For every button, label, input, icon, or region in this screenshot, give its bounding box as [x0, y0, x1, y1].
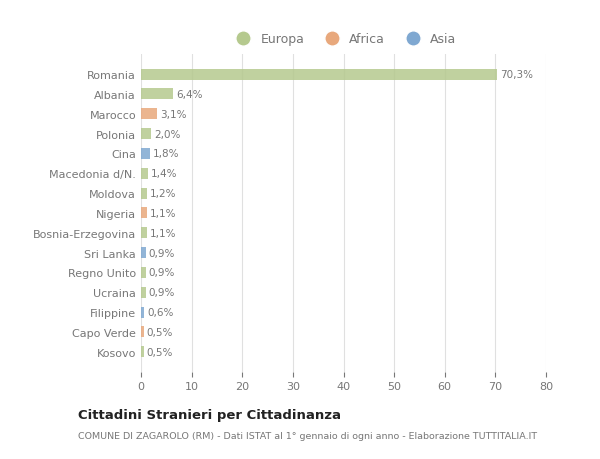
Text: 1,8%: 1,8% — [153, 149, 179, 159]
Text: Cittadini Stranieri per Cittadinanza: Cittadini Stranieri per Cittadinanza — [78, 408, 341, 421]
Bar — [141, 168, 148, 179]
Bar — [141, 89, 173, 100]
Bar — [141, 109, 157, 120]
Bar — [141, 347, 143, 358]
Text: 6,4%: 6,4% — [176, 90, 203, 100]
Bar — [141, 267, 146, 278]
Text: 0,6%: 0,6% — [147, 308, 173, 317]
Bar — [141, 287, 146, 298]
Bar — [141, 327, 143, 338]
Bar — [141, 69, 497, 80]
Text: 1,2%: 1,2% — [150, 189, 176, 199]
Bar — [141, 228, 146, 239]
Text: COMUNE DI ZAGAROLO (RM) - Dati ISTAT al 1° gennaio di ogni anno - Elaborazione T: COMUNE DI ZAGAROLO (RM) - Dati ISTAT al … — [78, 431, 537, 440]
Text: 1,1%: 1,1% — [149, 228, 176, 238]
Text: 0,5%: 0,5% — [146, 327, 173, 337]
Text: 0,9%: 0,9% — [149, 288, 175, 297]
Text: 0,9%: 0,9% — [149, 268, 175, 278]
Bar — [141, 149, 150, 160]
Text: 1,1%: 1,1% — [149, 208, 176, 218]
Bar — [141, 188, 147, 199]
Bar — [141, 129, 151, 140]
Text: 0,9%: 0,9% — [149, 248, 175, 258]
Text: 3,1%: 3,1% — [160, 110, 186, 119]
Bar — [141, 208, 146, 219]
Legend: Europa, Africa, Asia: Europa, Africa, Asia — [227, 30, 460, 50]
Bar — [141, 307, 144, 318]
Text: 0,5%: 0,5% — [146, 347, 173, 357]
Text: 70,3%: 70,3% — [500, 70, 533, 80]
Text: 1,4%: 1,4% — [151, 169, 178, 179]
Text: 2,0%: 2,0% — [154, 129, 181, 139]
Bar — [141, 247, 146, 258]
